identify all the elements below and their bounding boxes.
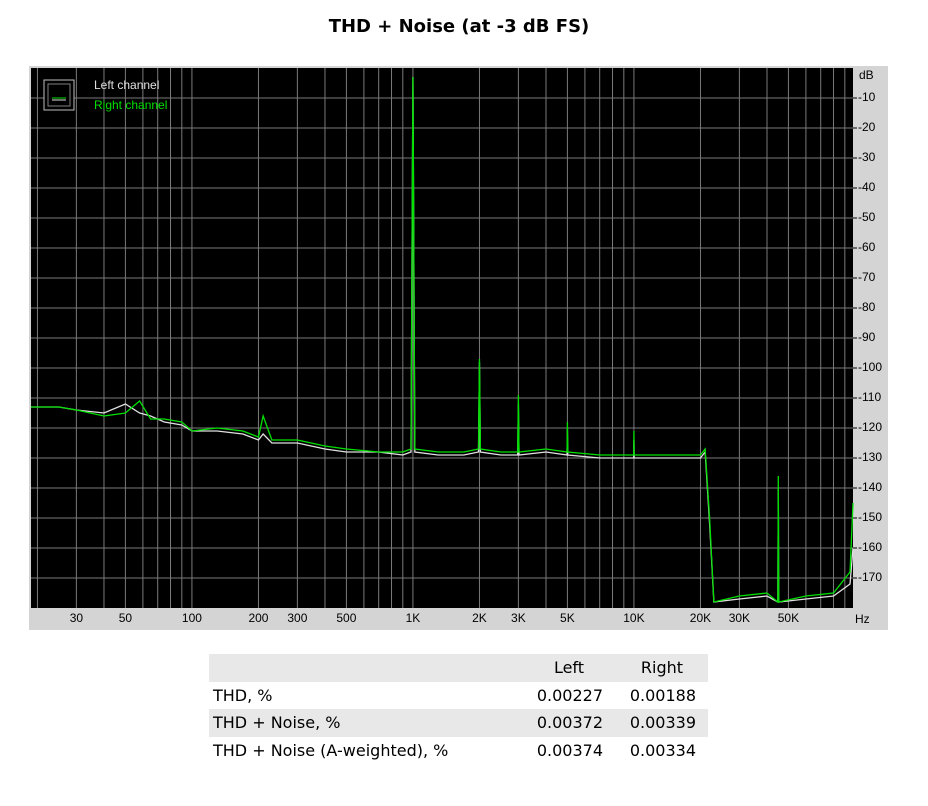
y-tick-label: -110	[858, 390, 881, 404]
x-tick-label: 2K	[472, 611, 487, 625]
chart-title: THD + Noise (at -3 dB FS)	[328, 16, 590, 37]
y-tick-label: -50	[858, 210, 876, 224]
y-tick-label: -30	[858, 150, 876, 164]
cell: 0.00339	[629, 713, 696, 732]
y-tick-label: -130	[858, 450, 882, 464]
x-tick-label: 3K	[511, 611, 526, 625]
x-tick-label: 30K	[729, 611, 750, 625]
x-tick-label: 1K	[406, 611, 421, 625]
y-tick-label: -170	[858, 570, 882, 584]
x-tick-label: 50	[119, 611, 133, 625]
table-row: THD + Noise, % 0.00372 0.00339	[209, 709, 708, 737]
results-table: Left Right THD, % 0.00227 0.00188 THD + Noise…	[209, 654, 708, 764]
y-tick-label: -10	[858, 90, 876, 104]
y-tick-label: -150	[858, 510, 882, 524]
y-tick-label: -80	[858, 300, 876, 314]
x-tick-label: 100	[182, 611, 202, 625]
table-row: THD + Noise (A-weighted), % 0.00374 0.0033…	[209, 736, 708, 764]
y-tick-label: -60	[858, 240, 876, 254]
cell: 0.00334	[629, 740, 696, 760]
x-unit: Hz	[855, 612, 870, 626]
table-header: Left Right	[209, 654, 708, 682]
x-tick-label: 30	[70, 611, 84, 625]
cell: 0.00227	[536, 685, 603, 705]
x-tick-label: 20K	[690, 611, 711, 625]
cell: 0.00188	[629, 685, 696, 705]
row-label: THD + Noise, %	[213, 713, 341, 732]
legend-label: Left channel	[94, 78, 159, 92]
chart: -10 -20 -30 -40 -50 -60 -70 -80 -90 -100 -110 -120 -…	[29, 66, 888, 630]
y-unit: dB	[859, 68, 874, 82]
x-tick-label: 50K	[778, 611, 799, 625]
x-tick-label: 300	[287, 611, 307, 625]
y-tick-label: -120	[858, 420, 882, 434]
y-tick-label: -40	[858, 180, 876, 194]
cell: 0.00374	[536, 740, 603, 760]
x-tick-label: 5K	[560, 611, 575, 625]
table-row: THD, % 0.00227 0.00188	[209, 681, 708, 709]
y-tick-label: -100	[858, 360, 882, 374]
y-tick-label: -90	[858, 330, 876, 344]
x-tick-label: 10K	[623, 611, 644, 625]
y-tick-label: -140	[858, 480, 882, 494]
legend-icon-inner	[47, 83, 71, 107]
y-tick-label: -160	[858, 540, 882, 554]
row-label: THD + Noise (A-weighted), %	[213, 740, 449, 760]
row-label: THD, %	[213, 685, 273, 705]
column-header: Left	[553, 658, 585, 677]
legend-label: Right channel	[94, 98, 167, 112]
x-tick-label: 200	[248, 611, 268, 625]
series-line	[31, 76, 854, 604]
legend-icon	[43, 79, 75, 111]
x-tick-label: 500	[336, 611, 356, 625]
column-header: Right	[640, 658, 684, 677]
y-tick-label: -70	[858, 270, 876, 284]
y-tick-label: -20	[858, 120, 876, 134]
cell: 0.00372	[536, 713, 603, 732]
